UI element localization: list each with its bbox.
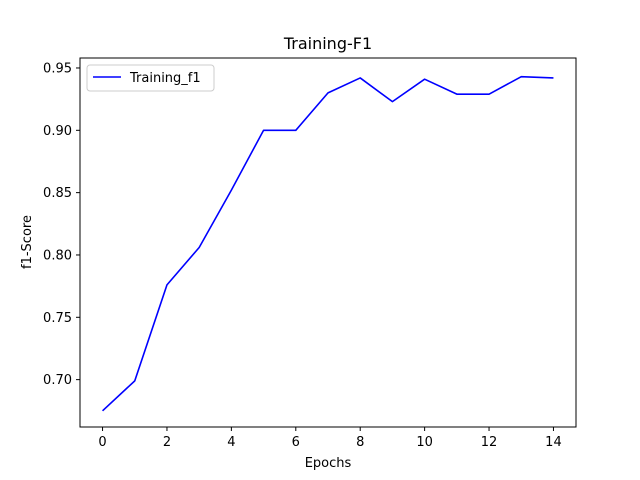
x-tick-label: 4 xyxy=(227,435,235,450)
y-tick-label: 0.95 xyxy=(43,61,72,76)
legend-box xyxy=(86,64,215,92)
axes-frame xyxy=(79,57,577,428)
y-tick-label: 0.85 xyxy=(43,186,72,201)
x-axis-label: Epochs xyxy=(305,456,352,471)
x-tick-label: 6 xyxy=(292,435,300,450)
x-tick-label: 10 xyxy=(416,435,433,450)
x-tick-label: 14 xyxy=(545,435,562,450)
x-tick-label: 0 xyxy=(98,435,106,450)
x-tick-label: 8 xyxy=(356,435,364,450)
chart-title: Training-F1 xyxy=(283,34,372,53)
series-layer xyxy=(102,75,554,412)
legend: Training_f1 xyxy=(86,64,215,92)
legend-label: Training_f1 xyxy=(129,71,201,86)
x-axis: 0 2 4 6 8 10 12 14 xyxy=(98,427,562,450)
y-axis: 0.70 0.75 0.80 0.85 0.90 0.95 xyxy=(43,61,80,388)
x-tick-label: 2 xyxy=(163,435,171,450)
y-tick-label: 0.90 xyxy=(43,124,72,139)
y-tick-label: 0.80 xyxy=(43,248,72,263)
y-tick-label: 0.75 xyxy=(43,311,72,326)
y-axis-label: f1-Score xyxy=(20,215,35,269)
y-tick-label: 0.70 xyxy=(43,373,72,388)
x-tick-label: 12 xyxy=(481,435,498,450)
plot-area: 0 2 4 6 8 10 12 14 0.70 0.75 0.80 0.85 0.90 0.95 xyxy=(43,57,577,450)
